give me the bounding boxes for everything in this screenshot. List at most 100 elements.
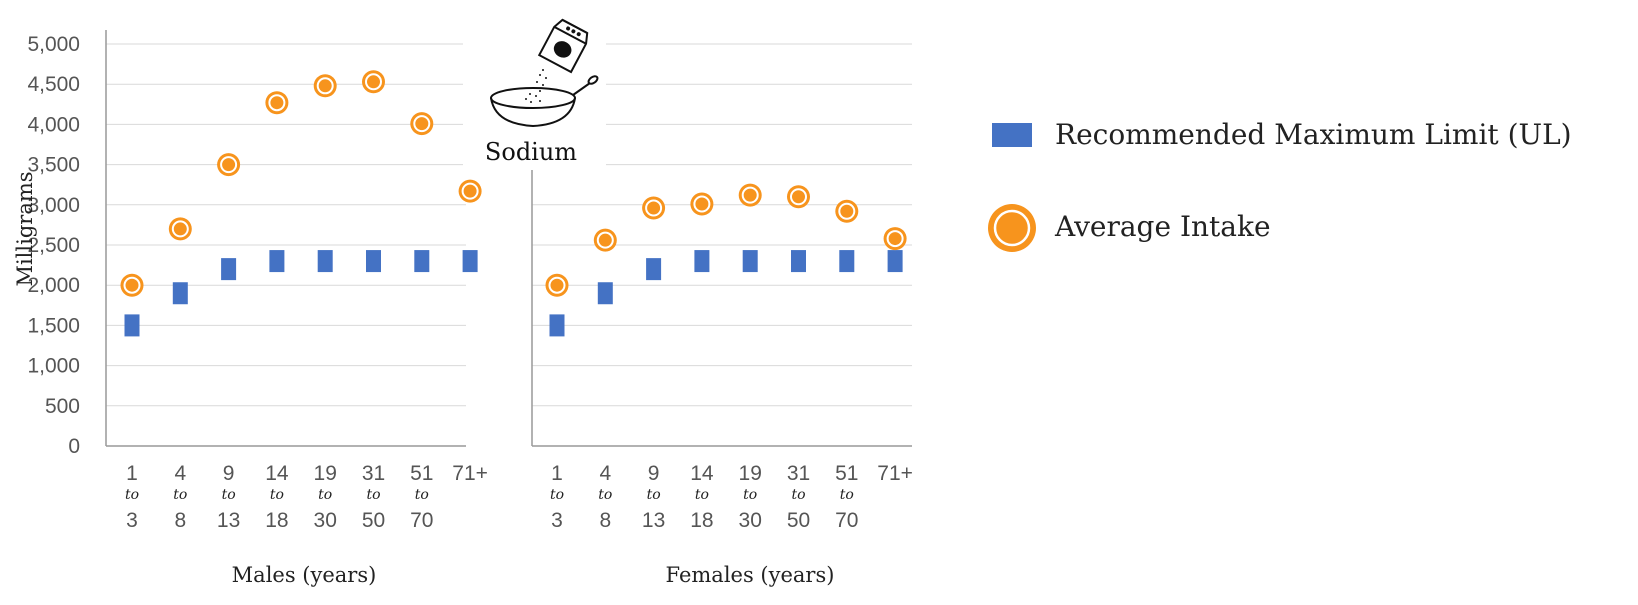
logo-title: Sodium [485, 138, 577, 166]
y-tick-label: 500 [45, 395, 80, 418]
y-tick-label: 5,000 [27, 33, 80, 56]
x-tick-label: 9 [648, 462, 660, 485]
intake-circle-point [217, 153, 241, 177]
x-tick-label: 3 [551, 509, 563, 532]
x-tick-label: 13 [217, 509, 240, 532]
x-tick-label-to: to [222, 487, 236, 503]
intake-circle-point [690, 192, 714, 216]
x-tick-label: 9 [223, 462, 235, 485]
y-tick-labels: 500 1,000 1,500 2,000 2,500 3,000 3,500 4,000 4,… [27, 33, 80, 458]
x-tick-label: 8 [174, 509, 186, 532]
intake-circle-point [787, 185, 810, 209]
intake-circle-point [545, 273, 569, 297]
x-tick-label-to: to [125, 487, 139, 503]
ul-square-point [597, 282, 613, 305]
ul-square-point [172, 282, 188, 305]
x-tick-label-to: to [598, 487, 612, 503]
x-tick-label: 31 [787, 462, 810, 485]
y-tick-label: 4,000 [27, 113, 80, 136]
x-tick-label: 4 [174, 462, 186, 485]
x-tick-label: 13 [642, 509, 665, 532]
x-tick-label-to: to [840, 487, 854, 503]
ul-square-point [646, 258, 662, 281]
logo: Sodium [463, 10, 599, 168]
ul-square-point [317, 250, 333, 273]
x-tick-label: 18 [265, 509, 288, 532]
x-tick-label-to: to [647, 487, 661, 503]
y-tick-label: 0 [68, 435, 80, 458]
x-tick-label: 14 [265, 462, 289, 485]
x-tick-label: 50 [787, 509, 810, 532]
x-tick-label: 71+ [452, 462, 488, 485]
ul-square-point [694, 250, 710, 273]
ul-square-point [462, 250, 478, 273]
x-axis-title-females: Females (years) [666, 563, 835, 587]
salt-grains [525, 69, 547, 103]
x-tick-label-to: to [270, 487, 284, 503]
x-tick-label-to: to [743, 487, 757, 503]
ul-square-point [414, 250, 430, 273]
x-tick-label: 71+ [877, 462, 913, 485]
intake-circle-point [410, 112, 434, 136]
x-tick-label: 8 [599, 509, 611, 532]
x-tick-label: 30 [739, 509, 762, 532]
legend: Recommended Maximum Limit (UL) Average I… [988, 118, 1572, 252]
intake-circle-point [362, 70, 385, 94]
intake-circle-point [642, 196, 666, 220]
x-tick-label-to: to [550, 487, 564, 503]
ul-square-point [742, 250, 758, 273]
y-tick-label: 1,000 [27, 355, 80, 378]
x-tick-label: 3 [126, 509, 138, 532]
data-marks [120, 70, 907, 337]
legend-square-marker [992, 123, 1032, 147]
y-tick-label: 3,000 [27, 194, 80, 217]
x-tick-label-to: to [366, 487, 380, 503]
intake-circle-point [313, 74, 337, 98]
x-tick-label: 19 [739, 462, 762, 485]
ul-square-point [366, 250, 381, 273]
x-tick-label: 14 [690, 462, 714, 485]
x-axis-title-males: Males (years) [232, 563, 377, 587]
x-tick-label: 4 [599, 462, 611, 485]
y-axis-title: Milligrams [13, 171, 37, 286]
x-tick-label-to: to [695, 487, 709, 503]
intake-circle-point [835, 199, 859, 223]
x-tick-label: 19 [314, 462, 337, 485]
legend-label-ul: Recommended Maximum Limit (UL) [1055, 118, 1572, 151]
y-tick-label: 1,500 [27, 314, 80, 337]
x-tick-label: 18 [690, 509, 713, 532]
x-tick-label-to: to [415, 487, 429, 503]
x-tick-label: 51 [410, 462, 433, 485]
x-tick-label: 50 [362, 509, 385, 532]
x-tick-label: 1 [551, 462, 563, 485]
x-tick-labels: 1to34to89to1314to1819to3031to5051to7071+… [125, 462, 913, 532]
x-tick-label-to: to [173, 487, 187, 503]
ul-square-point [269, 250, 285, 273]
x-tick-label-to: to [318, 487, 332, 503]
ul-square-point [549, 314, 565, 337]
salt-shaker-bowl-icon [490, 18, 599, 128]
y-tick-label: 2,000 [27, 274, 80, 297]
intake-circle-point [120, 273, 144, 297]
intake-circle-point [593, 228, 617, 252]
y-tick-label: 2,500 [27, 234, 80, 257]
intake-circle-point [883, 227, 907, 251]
intake-circle-point [168, 217, 192, 241]
x-tick-label: 51 [835, 462, 858, 485]
legend-label-intake: Average Intake [1054, 210, 1271, 243]
ul-square-point [887, 250, 903, 273]
ul-square-point [791, 250, 806, 273]
x-tick-label: 70 [410, 509, 433, 532]
intake-circle-point [738, 183, 762, 207]
x-tick-label-to: to [791, 487, 805, 503]
intake-circle-point [458, 179, 482, 203]
ul-square-point [221, 258, 237, 281]
ul-square-point [124, 314, 140, 337]
axes [105, 30, 912, 447]
x-tick-label: 1 [126, 462, 138, 485]
y-tick-label: 4,500 [27, 73, 80, 96]
ul-square-point [839, 250, 855, 273]
gridlines [106, 43, 912, 407]
y-tick-label: 3,500 [27, 154, 80, 177]
